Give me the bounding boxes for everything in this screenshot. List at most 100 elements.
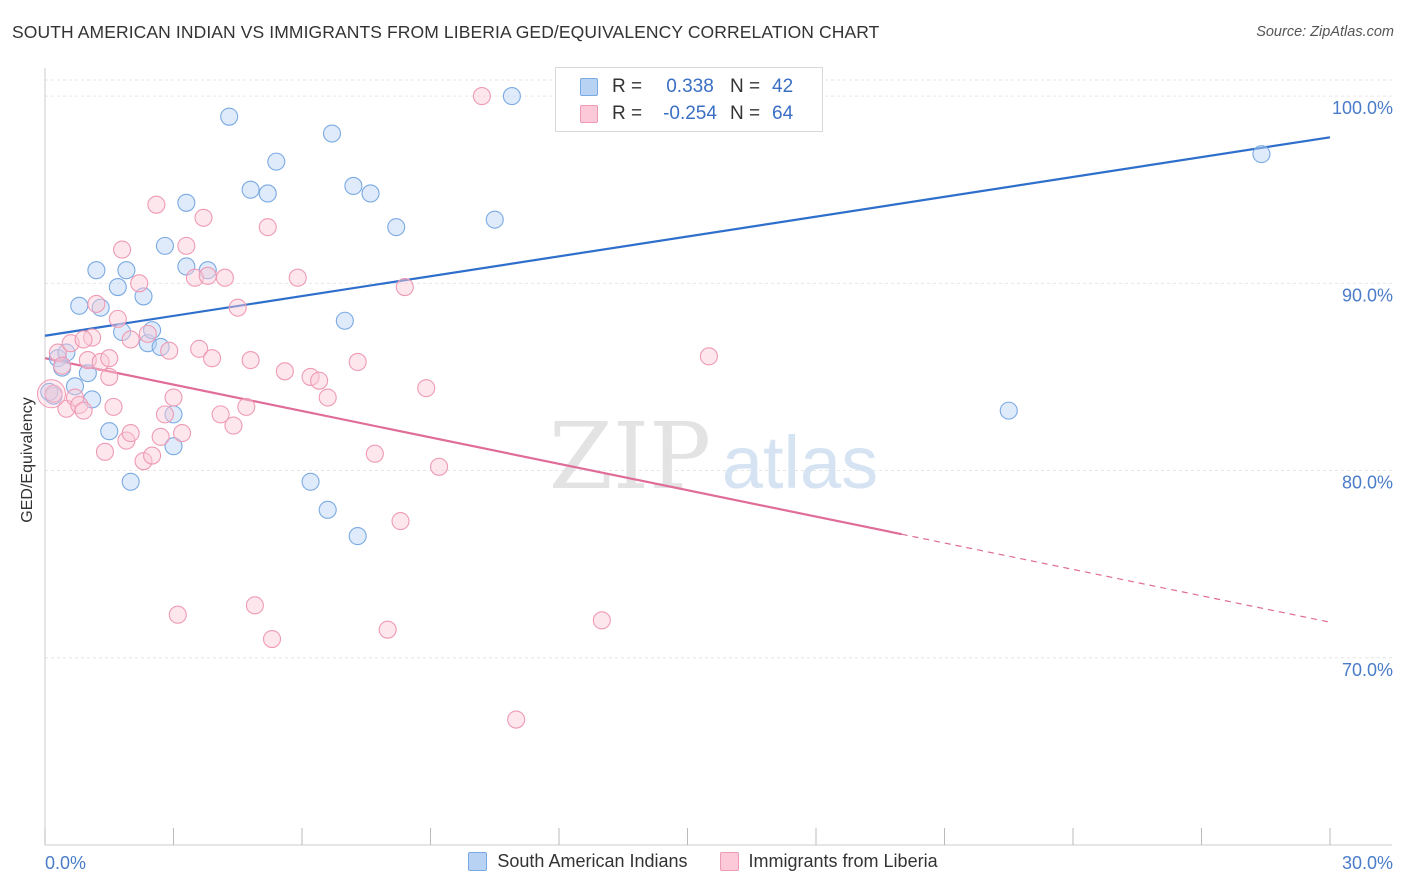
point-south-american-indians: [117, 261, 136, 280]
series-label: Immigrants from Liberia: [748, 851, 938, 871]
point-immigrants-from-liberia: [74, 401, 93, 420]
point-south-american-indians: [318, 500, 337, 519]
point-south-american-indians: [301, 472, 320, 491]
series-legend-item-immigrants-from-liberia[interactable]: Immigrants from Liberia: [719, 851, 938, 872]
point-immigrants-from-liberia: [258, 218, 277, 237]
point-immigrants-from-liberia: [211, 405, 230, 424]
legend-row-blue: R = 0.338 N = 42: [580, 74, 793, 100]
point-immigrants-from-liberia: [164, 388, 183, 407]
x-tick-label-max: 30.0%: [1342, 853, 1393, 873]
legend-n-value: 42: [772, 76, 794, 97]
point-immigrants-from-liberia: [147, 195, 166, 214]
point-immigrants-from-liberia: [168, 605, 187, 624]
point-immigrants-from-liberia: [237, 397, 256, 416]
point-immigrants-from-liberia: [91, 352, 110, 371]
point-immigrants-from-liberia: [262, 629, 282, 649]
correlation-legend: R = 0.338 N = 42 R = -0.254 N = 64: [555, 67, 823, 132]
point-south-american-indians: [335, 311, 354, 330]
point-immigrants-from-liberia: [151, 427, 170, 446]
point-south-american-indians: [267, 152, 286, 171]
point-south-american-indians: [322, 124, 342, 143]
point-south-american-indians: [100, 422, 119, 441]
axes: [44, 68, 1392, 846]
point-immigrants-from-liberia: [100, 367, 119, 386]
point-south-american-indians: [121, 472, 140, 491]
point-immigrants-from-liberia: [194, 208, 213, 227]
series-swatch-pink: [719, 852, 739, 871]
legend-n-label: N =: [730, 103, 761, 124]
point-south-american-indians: [108, 278, 127, 297]
point-immigrants-from-liberia: [177, 236, 196, 255]
point-immigrants-from-liberia: [301, 367, 320, 386]
point-immigrants-from-liberia: [378, 620, 397, 639]
series-legend: South American Indians Immigrants from L…: [0, 851, 1406, 872]
point-immigrants-from-liberia: [173, 424, 192, 443]
point-immigrants-from-liberia: [100, 349, 119, 368]
point-immigrants-from-liberia: [699, 347, 718, 366]
point-south-american-indians: [485, 210, 504, 229]
point-immigrants-from-liberia: [138, 324, 157, 343]
legend-swatch-pink: [580, 105, 598, 123]
point-immigrants-from-liberia: [395, 278, 414, 297]
point-south-american-indians: [87, 261, 106, 280]
point-south-american-indians: [258, 184, 277, 203]
point-south-american-indians: [220, 107, 239, 126]
point-immigrants-from-liberia: [198, 266, 217, 285]
watermark-atlas: atlas: [722, 421, 878, 504]
legend-n-label: N =: [730, 76, 761, 97]
point-immigrants-from-liberia: [241, 351, 260, 370]
point-immigrants-from-liberia: [130, 274, 149, 293]
point-immigrants-from-liberia: [365, 444, 384, 463]
legend-r-value: 0.338: [666, 76, 714, 97]
point-south-american-indians: [151, 337, 170, 357]
watermark: ZIP atlas: [549, 403, 878, 510]
point-immigrants-from-liberia: [113, 240, 132, 259]
point-south-american-indians: [164, 437, 183, 456]
point-south-american-indians: [70, 296, 89, 315]
point-south-american-indians: [155, 236, 174, 255]
point-immigrants-from-liberia: [121, 330, 140, 349]
point-immigrants-from-liberia: [108, 309, 127, 328]
point-immigrants-from-liberia: [155, 405, 174, 424]
point-immigrants-from-liberia: [74, 330, 93, 349]
point-immigrants-from-liberia: [245, 596, 264, 615]
source-attribution: Source: ZipAtlas.com: [1256, 24, 1394, 40]
point-south-american-indians: [361, 184, 380, 203]
point-immigrants-from-liberia: [430, 457, 449, 476]
legend-swatch-blue: [580, 78, 598, 96]
point-immigrants-from-liberia: [310, 371, 329, 390]
point-immigrants-from-liberia: [507, 710, 526, 729]
data-points: [36, 87, 1271, 729]
watermark-zip: ZIP: [549, 403, 711, 510]
trend-lines: [44, 136, 1331, 623]
x-tick-label-min: 0.0%: [45, 853, 86, 873]
legend-row-pink: R = -0.254 N = 64: [580, 101, 793, 127]
trend-line-south-american-indians: [44, 136, 1331, 337]
point-south-american-indians: [78, 364, 97, 383]
point-immigrants-from-liberia: [104, 397, 123, 416]
point-immigrants-from-liberia: [391, 512, 410, 531]
chart-title: SOUTH AMERICAN INDIAN VS IMMIGRANTS FROM…: [12, 22, 880, 42]
grid-lines: [45, 79, 1392, 659]
point-immigrants-from-liberia: [417, 379, 436, 398]
series-legend-item-south-american-indians[interactable]: South American Indians: [468, 851, 688, 872]
legend-r-label: R =: [612, 76, 643, 97]
point-immigrants-from-liberia: [228, 298, 247, 317]
point-immigrants-from-liberia: [160, 341, 179, 360]
point-immigrants-from-liberia: [318, 388, 337, 407]
point-south-american-indians: [999, 401, 1018, 420]
point-immigrants-from-liberia: [203, 349, 222, 368]
point-immigrants-from-liberia: [143, 446, 162, 465]
trend-line-extension-immigrants-from-liberia: [901, 533, 1331, 623]
point-south-american-indians: [502, 87, 521, 106]
point-south-american-indians: [344, 176, 363, 196]
point-immigrants-from-liberia: [348, 352, 367, 371]
point-immigrants-from-liberia: [275, 362, 294, 381]
point-south-american-indians: [1252, 145, 1271, 164]
point-cluster: [36, 379, 66, 409]
tick-labels: 70.0% 80.0% 90.0% 100.0% 0.0% 30.0%: [45, 98, 1393, 873]
trend-line-immigrants-from-liberia: [44, 357, 902, 536]
point-south-american-indians: [241, 180, 260, 199]
point-immigrants-from-liberia: [224, 416, 243, 435]
